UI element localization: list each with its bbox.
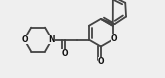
Text: O: O (61, 49, 68, 58)
Text: O: O (22, 35, 28, 44)
Text: O: O (98, 57, 104, 66)
Text: N: N (48, 35, 55, 44)
Text: O: O (111, 34, 117, 43)
